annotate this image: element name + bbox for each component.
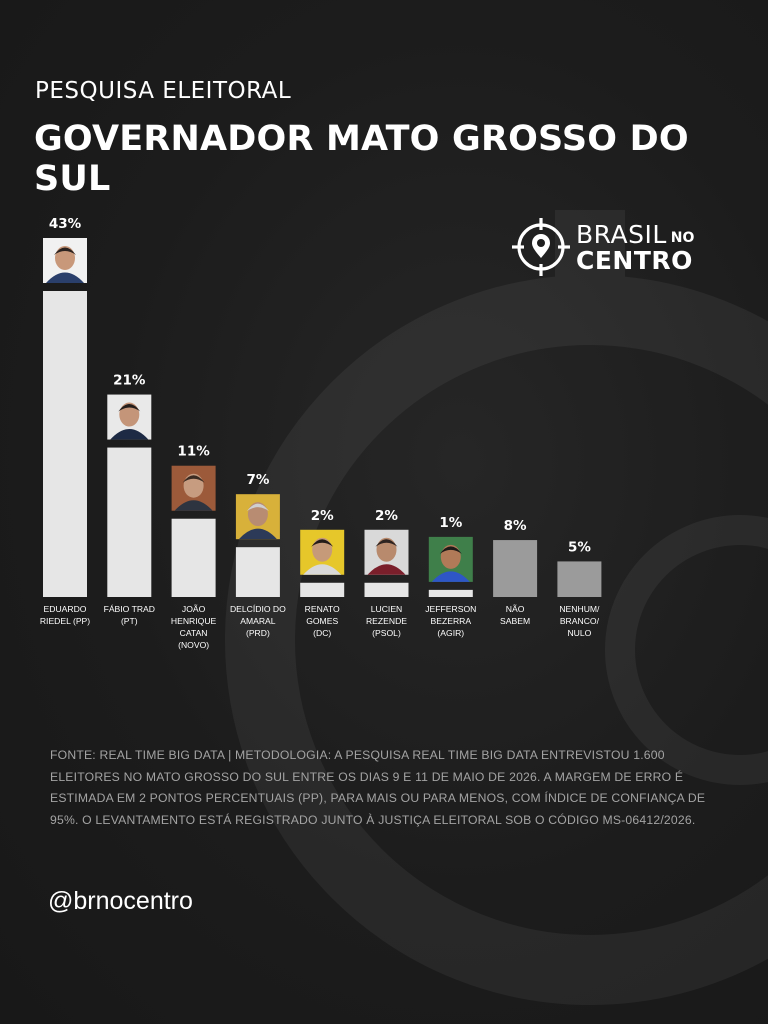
candidate-photo-hair-0 [54,247,76,255]
category-label-1-line-0: FÁBIO TRAD [104,604,155,614]
value-label-2: 11% [177,444,210,460]
brand-logo: BRASIL NO CENTRO [512,218,694,276]
category-label-6-line-1: BEZERRA [431,616,472,626]
logo-word-no: NO [670,229,695,246]
bar-8 [557,561,602,597]
candidate-photo-hair-4 [311,539,334,547]
category-label-3-line-0: DELCÍDIO DO [230,604,286,614]
category-label-8-line-0: NENHUM/ [559,604,600,614]
category-label-0-line-0: EDUARDO [44,604,87,614]
candidate-photo-shirt-5 [367,564,406,575]
candidate-photo-shirt-4 [303,564,342,575]
bar-2 [171,518,216,597]
category-label-3-line-1: AMARAL [240,616,276,626]
category-label-5-line-2: (PSOL) [372,628,401,638]
category-label-2-line-1: HENRIQUE [171,616,217,626]
category-label-5-line-1: REZENDE [366,616,407,626]
bar-6 [428,589,473,597]
candidate-photo-shirt-0 [46,272,84,283]
category-label-7-line-1: SABEM [500,616,530,626]
value-label-8: 5% [568,539,591,555]
candidate-photo-face-1 [119,402,140,427]
candidate-photo-hair-3 [246,503,269,512]
value-label-5: 2% [375,508,398,524]
category-label-8-line-1: BRANCO/ [560,616,600,626]
source-footnote: FONTE: REAL TIME BIG DATA | METODOLOGIA:… [50,748,706,827]
category-label-8-line-2: NULO [567,628,591,638]
candidate-photo-shirt-2 [174,500,213,511]
page-kicker: PESQUISA ELEITORAL [35,78,292,104]
value-label-0: 43% [49,216,82,232]
logo-word-centro: CENTRO [576,245,693,275]
category-label-2-line-3: (NOVO) [178,640,209,650]
bar-1 [107,447,152,597]
candidate-photo-shirt-1 [110,429,149,440]
category-label-3-line-2: (PRD) [246,628,270,638]
value-label-1: 21% [113,373,146,389]
bar-4 [300,582,345,597]
candidate-photo-face-3 [247,502,268,527]
candidate-photo-face-4 [312,537,333,562]
bar-3 [235,547,280,597]
bar-7 [493,540,538,597]
category-label-0-line-1: RIEDEL (PP) [40,616,90,626]
candidate-photo-hair-6 [439,546,462,554]
candidate-photo-face-0 [55,246,75,270]
logo-word-brasil: BRASIL [576,219,667,249]
category-label-7-line-0: NÃO [506,604,525,614]
category-label-5-line-0: LUCIEN [371,604,403,614]
candidate-photo-shirt-3 [238,528,277,540]
candidate-photo-hair-1 [118,404,141,412]
page-title: GOVERNADOR MATO GROSSO DO SUL [34,119,689,199]
category-label-4-line-2: (DC) [313,628,331,638]
candidate-photo-hair-2 [182,475,205,483]
value-label-6: 1% [439,515,462,531]
category-label-2-line-0: JOÃO [182,604,206,614]
category-label-6-line-0: JEFFERSON [425,604,476,614]
bar-chart: 43% EDUARDO RIEDEL (PP) 21% FÁBIO TRAD (PT) 11… [40,216,602,650]
category-label-6-line-2: (AGIR) [437,628,464,638]
candidate-photo-face-2 [183,473,204,498]
value-label-3: 7% [246,472,269,488]
candidate-photo-hair-5 [375,539,398,547]
bar-5 [364,582,409,597]
category-label-4-line-0: RENATO [305,604,340,614]
category-label-4-line-1: GOMES [306,616,338,626]
value-label-7: 8% [504,518,527,534]
candidate-photo-face-5 [376,537,397,562]
bar-0 [43,291,87,597]
value-label-4: 2% [311,508,334,524]
candidate-photo-face-6 [440,544,461,569]
target-pin-icon [512,218,570,276]
category-label-1-line-1: (PT) [121,616,138,626]
candidate-photo-shirt-6 [431,571,470,582]
social-handle: @brnocentro [48,887,193,915]
category-label-2-line-2: CATAN [180,628,208,638]
